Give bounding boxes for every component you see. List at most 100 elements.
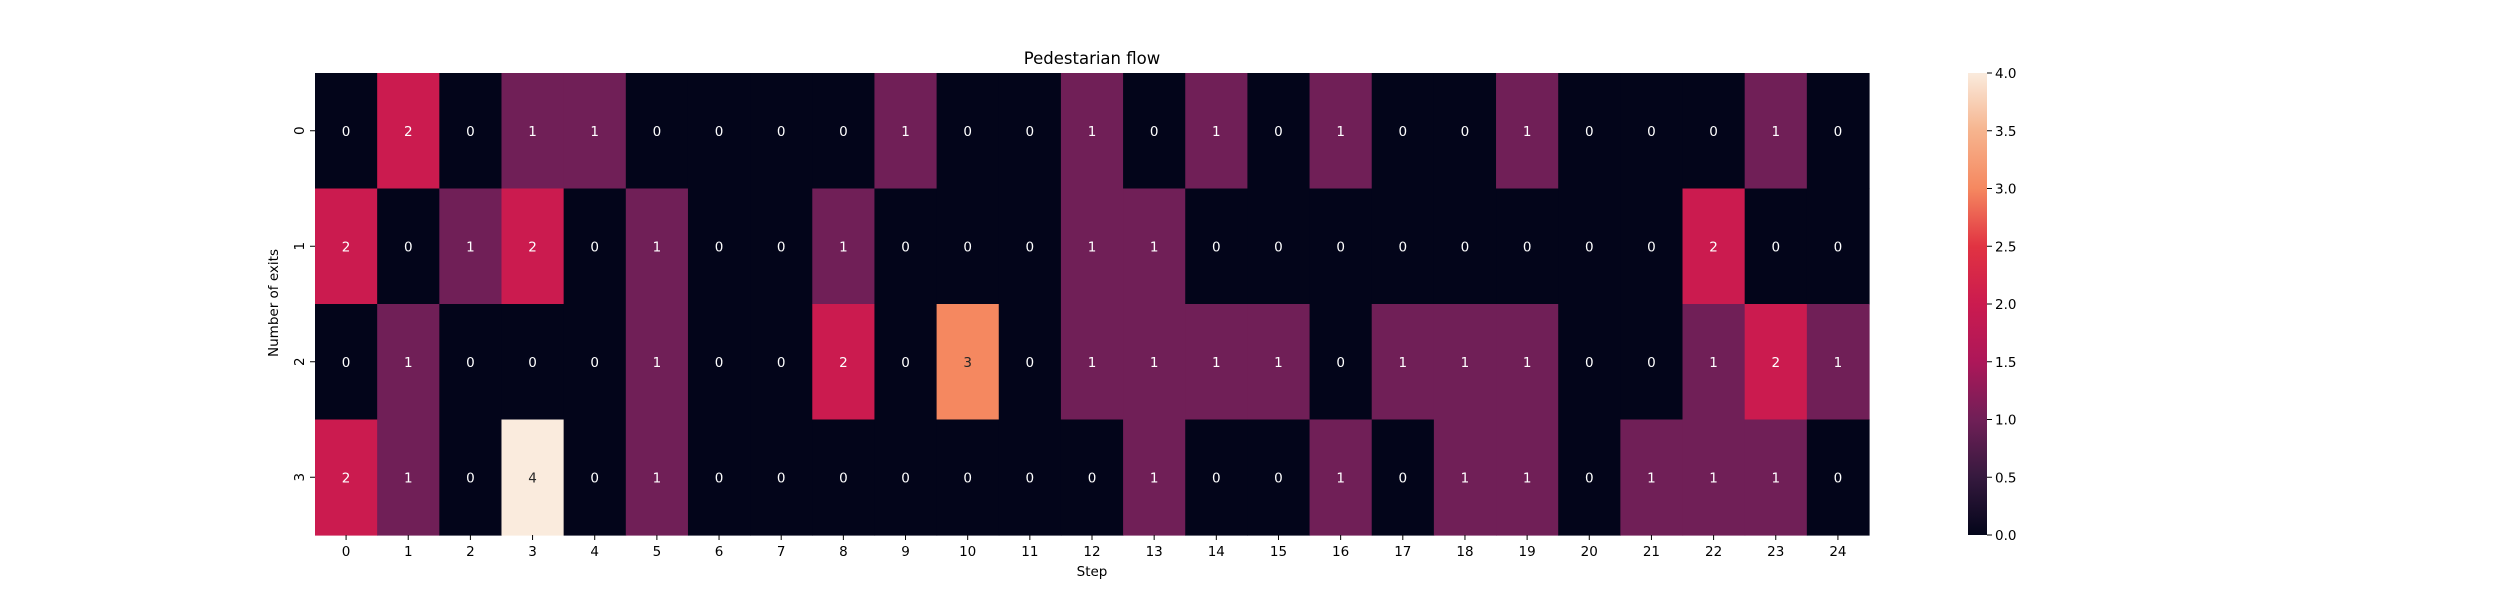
heatmap-cell	[1371, 73, 1435, 190]
cell-value-label: 0	[1399, 470, 1408, 486]
x-tick-label: 17	[1394, 544, 1411, 560]
cell-value-label: 0	[1336, 239, 1345, 255]
cell-value-label: 0	[1585, 355, 1594, 371]
heatmap-cell	[439, 73, 503, 190]
cell-value-label: 0	[1026, 355, 1035, 371]
heatmap-cell	[1620, 73, 1684, 190]
x-tick-label: 9	[901, 544, 910, 560]
heatmap-cell	[936, 73, 1000, 190]
x-tick-label: 5	[653, 544, 662, 560]
cell-value-label: 0	[839, 124, 848, 140]
heatmap-cell	[315, 419, 378, 536]
heatmap-cell	[750, 419, 813, 536]
cell-value-label: 1	[1709, 355, 1718, 371]
heatmap-cell	[936, 304, 1000, 421]
colorbar-gradient	[1968, 73, 1987, 535]
x-tick-label: 20	[1581, 544, 1598, 560]
heatmap-cell	[563, 188, 627, 305]
cell-value-label: 0	[1461, 124, 1470, 140]
heatmap-cell	[625, 73, 689, 190]
cell-value-label: 0	[715, 239, 724, 255]
cell-value-label: 1	[653, 355, 662, 371]
heatmap-cell	[812, 304, 876, 421]
heatmap-cell	[750, 188, 813, 305]
heatmap-cell	[1558, 419, 1621, 536]
x-tick-label: 21	[1643, 544, 1660, 560]
heatmap-cell	[1806, 73, 1870, 190]
heatmap-cell	[750, 304, 813, 421]
heatmap-cell	[936, 188, 1000, 305]
cell-value-label: 0	[901, 239, 910, 255]
cell-value-label: 0	[342, 124, 351, 140]
x-tick-label: 7	[777, 544, 786, 560]
heatmap-cell	[998, 188, 1062, 305]
cell-value-label: 0	[1585, 124, 1594, 140]
cell-value-label: 2	[1771, 355, 1780, 371]
heatmap-cell	[874, 188, 938, 305]
heatmap-cell	[439, 188, 503, 305]
cell-value-label: 1	[1647, 470, 1656, 486]
heatmap-cell	[1620, 188, 1684, 305]
heatmap-cell	[812, 188, 876, 305]
heatmap-cell	[1185, 188, 1248, 305]
heatmap-cell	[1185, 73, 1248, 190]
heatmap-cell	[1744, 304, 1808, 421]
cell-value-label: 0	[466, 355, 475, 371]
cell-value-label: 1	[1088, 355, 1097, 371]
chart-title: Pedestarian flow	[1024, 49, 1160, 68]
colorbar-tick-label: 3.5	[1995, 124, 2016, 140]
cell-value-label: 0	[342, 355, 351, 371]
x-tick-label: 14	[1208, 544, 1225, 560]
heatmap-cell	[998, 419, 1062, 536]
y-tick-label: 2	[292, 357, 308, 366]
heatmap-cell	[1433, 304, 1497, 421]
colorbar-tick-label: 1.5	[1995, 355, 2016, 371]
x-tick-label: 6	[715, 544, 724, 560]
cell-value-label: 1	[901, 124, 910, 140]
colorbar-tick-label: 2.5	[1995, 239, 2016, 255]
y-tick-label: 0	[292, 126, 308, 135]
y-axis-label: Number of exits	[266, 249, 282, 357]
cell-value-label: 0	[715, 124, 724, 140]
colorbar-ticks: 0.0 0.5 1.0 1.5 2.0 2.5 3.0 3.5 4.0	[1987, 66, 2016, 544]
heatmap-cell	[1247, 73, 1311, 190]
x-axis: 0 1 2 3 4 5 6 7 8 9 10 11 12 13 14 15 16 17 18 19 20 21 22 23 24	[342, 535, 1847, 560]
x-tick-label: 23	[1767, 544, 1784, 560]
cell-value-label: 0	[963, 124, 972, 140]
x-tick-label: 0	[342, 544, 351, 560]
cell-value-label: 2	[404, 124, 413, 140]
heatmap-cell	[1558, 188, 1621, 305]
heatmap-cell	[563, 304, 627, 421]
heatmap-cell	[1247, 419, 1311, 536]
heatmap-cell	[687, 188, 751, 305]
heatmap-cell	[812, 419, 876, 536]
heatmap-cell	[998, 304, 1062, 421]
heatmap-cell	[1682, 304, 1746, 421]
heatmap-cell	[1060, 73, 1124, 190]
cell-value-label: 1	[1461, 355, 1470, 371]
y-tick-label: 3	[292, 473, 308, 482]
heatmap-cell	[1309, 419, 1373, 536]
heatmap-cell	[625, 188, 689, 305]
heatmap-cell	[315, 188, 378, 305]
heatmap-cell	[377, 188, 440, 305]
cell-value-label: 1	[404, 355, 413, 371]
cell-value-label: 1	[1150, 355, 1159, 371]
heatmap-cell	[1433, 73, 1497, 190]
heatmap-cell	[1247, 304, 1311, 421]
cell-value-label: 1	[1771, 470, 1780, 486]
cell-value-label: 1	[466, 239, 475, 255]
cell-value-label: 0	[1585, 239, 1594, 255]
cell-value-label: 0	[528, 355, 537, 371]
heatmap-cell	[687, 419, 751, 536]
heatmap-cell	[315, 73, 378, 190]
heatmap-cell	[563, 419, 627, 536]
heatmap-cell	[1620, 419, 1684, 536]
x-tick-label: 22	[1705, 544, 1722, 560]
heatmap-cell	[1060, 419, 1124, 536]
heatmap-cell	[874, 419, 938, 536]
heatmap-cell	[377, 419, 440, 536]
x-tick-label: 11	[1021, 544, 1038, 560]
heatmap-cell	[1123, 73, 1186, 190]
